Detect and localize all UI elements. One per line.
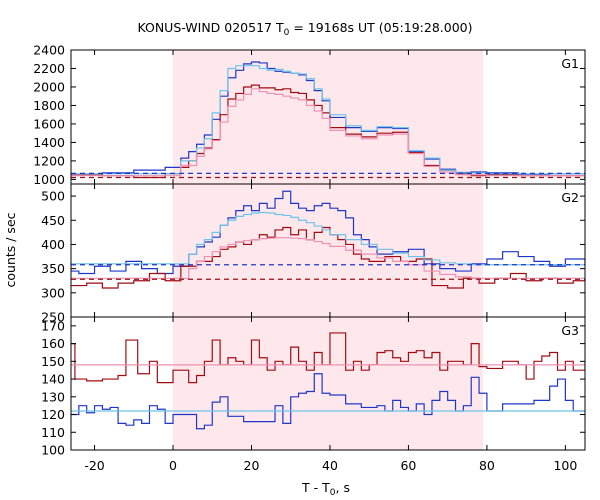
y-tick-label: 1200 [33, 153, 65, 168]
panel-label: G1 [561, 56, 579, 71]
panel-g3: 100 110 120 130 140 150 160 170 -20 0 20 40 60 80 100 G… [41, 316, 586, 473]
chart-title: KONUS-WIND 020517 T0 = 19168s UT (05:19:… [137, 20, 472, 38]
y-tick-label: 170 [41, 318, 65, 333]
y-tick-label: 1600 [33, 116, 65, 131]
x-axis-label: T - T0, s [301, 480, 350, 498]
x-tick-label: 60 [400, 458, 416, 473]
x-tick-label: 20 [244, 458, 260, 473]
y-tick-label: 1800 [33, 98, 65, 113]
y-tick-label: 250 [41, 310, 65, 325]
series-light_blue-step-2 [71, 211, 585, 266]
series-dark_red-step-0 [71, 332, 585, 384]
x-tick-label: 100 [553, 458, 577, 473]
x-tick-label: 0 [169, 458, 177, 473]
panels-group: 10001200140016001800200022002400G1250300… [33, 43, 586, 473]
y-tick-label: 2000 [33, 79, 65, 94]
y-tick-label: 1000 [33, 172, 65, 187]
panel-g2: 250 300 350 400 450 500 G2 [41, 183, 586, 325]
y-tick-label: 400 [41, 237, 65, 252]
y-tick-label: 350 [41, 261, 65, 276]
y-tick-label: 300 [41, 285, 65, 300]
panel-g1: 1000 1200 1400 1600 1800 2000 2200 2400 G1 [33, 43, 586, 187]
series-pink-step-3 [71, 88, 585, 177]
y-tick-label: 2200 [33, 61, 65, 76]
x-tick-label: 40 [322, 458, 338, 473]
shaded-interval [173, 50, 483, 184]
y-tick-label: 140 [41, 372, 65, 387]
y-tick-label: 500 [41, 189, 65, 204]
y-tick-label: 110 [41, 425, 65, 440]
panel-label: G3 [561, 323, 579, 338]
y-tick-label: 2400 [33, 43, 65, 58]
y-tick-label: 160 [41, 336, 65, 351]
y-tick-label: 1400 [33, 135, 65, 150]
series-blue-step-1 [71, 373, 585, 430]
y-tick-label: 130 [41, 389, 65, 404]
x-tick-label: 80 [479, 458, 495, 473]
x-tick-label: -20 [84, 458, 104, 473]
y-tick-label: 150 [41, 354, 65, 369]
y-tick-label: 100 [41, 443, 65, 458]
y-tick-label: 120 [41, 407, 65, 422]
panel-frame [70, 316, 586, 451]
panel-label: G2 [561, 190, 579, 205]
shaded-interval [173, 317, 483, 450]
y-axis-label: counts / sec [3, 212, 18, 287]
y-tick-label: 450 [41, 213, 65, 228]
shaded-interval [173, 184, 483, 317]
